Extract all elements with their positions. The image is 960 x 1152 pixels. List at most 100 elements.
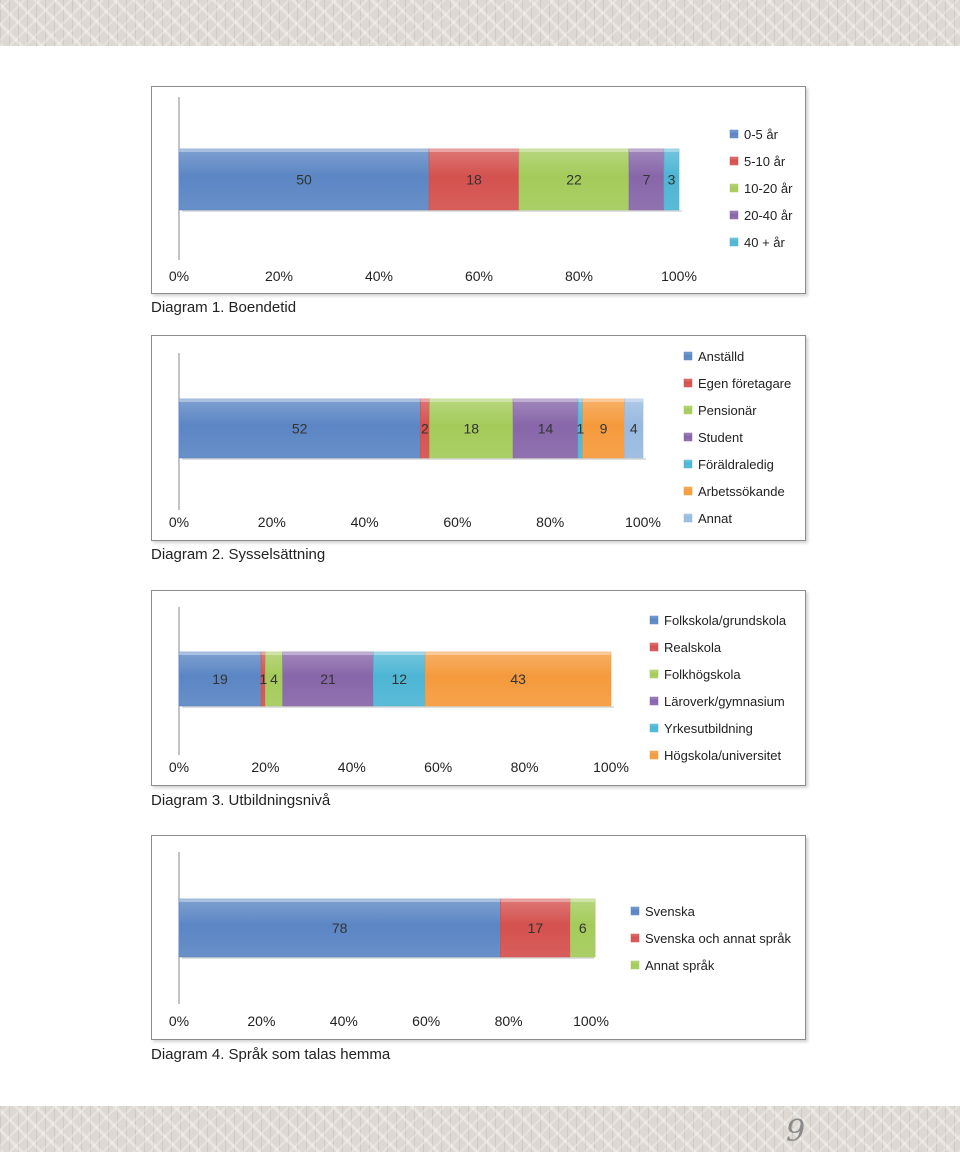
data-label-folkhogskola: 4 [270, 671, 278, 687]
caption-diagram-1: Diagram 1. Boendetid [151, 299, 297, 316]
x-tick-label: 100% [573, 1013, 609, 1029]
x-tick-label: 100% [593, 759, 629, 775]
bar-segment-highlight [582, 399, 625, 402]
legend-label-realskola: Realskola [664, 640, 722, 655]
caption-diagram-3: Diagram 3. Utbildningsnivå [151, 792, 331, 809]
x-tick-label: 60% [443, 514, 471, 530]
data-label-20-40-ar: 7 [643, 172, 651, 188]
data-label-0-5-ar: 50 [296, 172, 312, 188]
legend-swatch-annat [683, 513, 693, 523]
legend-swatch-student [683, 432, 693, 442]
bar-segment-svenska-och-annat-sprak [500, 898, 571, 958]
chart-sprak: 78 17 6 0% 20% 40% 60% 80% 100% Svenska Svenska oc… [151, 835, 806, 1040]
legend-label-20-40-ar: 20-40 år [744, 208, 793, 223]
bar-segment-student [512, 398, 579, 459]
bar-segment-highlight [664, 149, 679, 152]
x-tick-label: 80% [565, 268, 593, 284]
chart-sysselsattning: 52 2 18 14 1 9 4 0% 20% 40% 60% 80% 100% Anställd Egen… [151, 335, 806, 541]
x-tick-label: 80% [511, 759, 539, 775]
bar-segment-highlight [420, 399, 430, 402]
data-label-realskola: 1 [259, 671, 267, 687]
caption-diagram-4: Diagram 4. Språk som talas hemma [151, 1046, 391, 1063]
legend-swatch-folkhogskola [649, 669, 659, 679]
decorative-texture-band-top [0, 0, 960, 46]
legend-swatch-10-20-ar [729, 183, 739, 193]
legend-swatch-folkskola-grundskola [649, 615, 659, 625]
legend-label-folkskola-grundskola: Folkskola/grundskola [664, 613, 787, 628]
legend-label-anstalld: Anställd [698, 349, 744, 364]
chart-boendetid-svg: 50 18 22 7 3 0% 20% 40% 60% 80% 100% 0-5 år 5-10 år 1… [169, 97, 793, 284]
x-tick-label: 60% [424, 759, 452, 775]
legend-label-svenska: Svenska [645, 904, 696, 919]
bar-segment-annat [624, 398, 644, 459]
legend-label-0-5-ar: 0-5 år [744, 127, 779, 142]
data-label-yrkesutbildning: 12 [392, 671, 408, 687]
caption-diagram-2: Diagram 2. Sysselsättning [151, 546, 326, 563]
x-tick-label: 0% [169, 759, 189, 775]
data-label-annat-sprak: 6 [579, 920, 587, 936]
legend-swatch-annat-sprak [630, 960, 640, 970]
bar-segment-highlight [282, 652, 374, 655]
chart-utbildningsniva-svg: 19 1 4 21 12 43 0% 20% 40% 60% 80% 100% Folkskola/gr… [169, 607, 787, 775]
bar-segment-yrkesutbildning [373, 651, 426, 707]
chart-utbildningsniva: 19 1 4 21 12 43 0% 20% 40% 60% 80% 100% Folkskola/gr… [151, 590, 806, 786]
x-tick-label: 0% [169, 268, 189, 284]
bar-segment-highlight [179, 399, 421, 402]
legend-swatch-yrkesutbildning [649, 723, 659, 733]
x-tick-label: 20% [265, 268, 293, 284]
data-label-annat: 4 [630, 421, 638, 437]
bar-segment-highlight [179, 899, 501, 902]
x-tick-label: 40% [338, 759, 366, 775]
legend-swatch-arbetssokande [683, 486, 693, 496]
legend-label-folkhogskola: Folkhögskola [664, 667, 741, 682]
legend-swatch-40-ar [729, 237, 739, 247]
bar-segment-highlight [500, 899, 571, 902]
x-tick-label: 20% [251, 759, 279, 775]
x-tick-label: 80% [495, 1013, 523, 1029]
bar-segment-annat-sprak [570, 898, 596, 958]
data-label-svenska: 78 [332, 920, 348, 936]
legend-label-student: Student [698, 430, 743, 445]
bar-shadow [182, 957, 594, 959]
bar-segment-highlight [179, 652, 262, 655]
bar-segment-highlight [261, 652, 266, 655]
x-tick-label: 40% [351, 514, 379, 530]
x-tick-label: 40% [365, 268, 393, 284]
legend-label-egen-foretagare: Egen företagare [698, 376, 791, 391]
bar-shadow [182, 210, 682, 212]
bar-segment-highlight [578, 399, 583, 402]
legend-swatch-0-5-ar [729, 129, 739, 139]
x-tick-label: 0% [169, 1013, 189, 1029]
legend-swatch-svenska [630, 906, 640, 916]
bar-segment-highlight [624, 399, 643, 402]
legend-swatch-laroverk-gymnasium [649, 696, 659, 706]
data-label-arbetssokande: 9 [600, 421, 608, 437]
bar-segment-pensionar [429, 398, 514, 459]
x-tick-label: 60% [465, 268, 493, 284]
legend-label-40-ar: 40 + år [744, 235, 786, 250]
legend-label-laroverk-gymnasium: Läroverk/gymnasium [664, 694, 785, 709]
data-label-10-20-ar: 22 [566, 172, 582, 188]
decorative-texture-band-bottom [0, 1106, 960, 1152]
data-label-anstalld: 52 [292, 421, 308, 437]
legend-swatch-svenska-och-annat-sprak [630, 933, 640, 943]
data-label-folkskola-grundskola: 19 [212, 671, 228, 687]
data-label-foraldraledig: 1 [576, 421, 584, 437]
legend-swatch-pensionar [683, 405, 693, 415]
bar-segment-40-ar [663, 148, 680, 211]
legend-label-arbetssokande: Arbetssökande [698, 484, 785, 499]
bar-segment-highlight [429, 149, 519, 152]
x-tick-label: 40% [330, 1013, 358, 1029]
bar-segment-highlight [519, 149, 629, 152]
x-tick-label: 0% [169, 514, 189, 530]
legend-swatch-egen-foretagare [683, 378, 693, 388]
legend-label-svenska-och-annat-sprak: Svenska och annat språk [645, 931, 791, 946]
bar-segment-highlight [179, 149, 429, 152]
x-tick-label: 80% [536, 514, 564, 530]
bar-segment-arbetssokande [582, 398, 625, 459]
x-tick-label: 20% [247, 1013, 275, 1029]
legend-swatch-foraldraledig [683, 459, 693, 469]
legend-swatch-20-40-ar [729, 210, 739, 220]
bar-segment-0-5-ar [178, 148, 430, 211]
bar-shadow [182, 706, 614, 708]
